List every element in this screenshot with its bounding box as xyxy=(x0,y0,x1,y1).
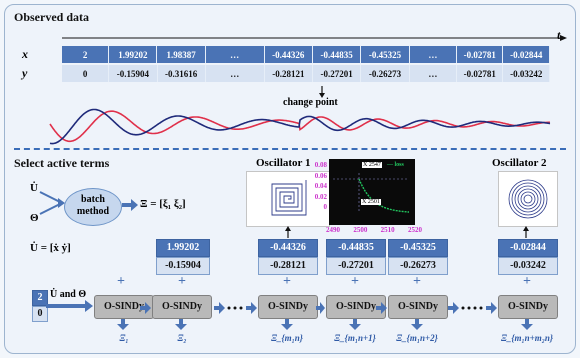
xi-output-label: Ξ_{m₁n+1} xyxy=(334,333,376,343)
data-box-top: -0.44835 xyxy=(326,239,386,257)
input-value-top: 2 xyxy=(32,290,48,306)
data-box-top: -0.44326 xyxy=(258,239,318,257)
block-connectors xyxy=(140,302,497,314)
y-tick: 0.02 xyxy=(314,192,327,201)
x-cell: … xyxy=(409,46,458,63)
theta-input-label: Θ xyxy=(30,212,39,224)
y-cell: -0.31616 xyxy=(157,65,206,82)
input-arrow xyxy=(46,300,93,312)
oscillator2-rings xyxy=(508,179,548,219)
data-box-bottom: -0.28121 xyxy=(258,257,318,275)
batch-method-node: batch method xyxy=(64,188,122,226)
t-axis-label: t xyxy=(557,28,561,42)
time-series-plot xyxy=(49,108,551,145)
output-arrows xyxy=(117,319,533,330)
data-box-bottom: -0.15904 xyxy=(156,257,210,275)
x-series-line xyxy=(49,110,550,143)
y-cell: -0.15904 xyxy=(108,65,158,82)
y-cell: … xyxy=(205,65,265,82)
loss-y-ticks: 0.08 0.06 0.04 0.02 0 xyxy=(309,160,327,213)
x-tick: 2500 xyxy=(353,226,368,234)
marker-2501: X 2501 xyxy=(361,199,381,205)
select-terms-title: Select active terms xyxy=(14,156,110,170)
loss-curve xyxy=(358,178,409,213)
osindy-block: O-SINDy xyxy=(498,295,558,319)
oscillator1-arrow xyxy=(285,226,291,238)
data-box-bottom: -0.03242 xyxy=(498,257,558,275)
data-box-bottom: -0.26273 xyxy=(388,257,448,275)
oscillator1-spiral xyxy=(271,180,307,216)
y-cell: -0.28121 xyxy=(264,65,314,82)
plus-icon: + xyxy=(351,274,359,289)
x-cell: -0.45325 xyxy=(360,46,410,63)
change-point-label: change point xyxy=(283,97,338,108)
oscillator2-phase-portrait xyxy=(498,171,558,227)
x-cell: -0.44326 xyxy=(264,46,313,63)
data-box-top: -0.02844 xyxy=(498,239,558,257)
xi-output-label: Ξ_{m₁n+m₂n} xyxy=(500,333,554,343)
x-data-row: 2 1.99202 1.98387 … -0.44326 -0.44835 -0… xyxy=(62,46,550,63)
x-cell: … xyxy=(205,46,265,63)
loss-inset: — loss X 2547 X 2501 xyxy=(329,159,415,225)
data-box-top: 1.99202 xyxy=(156,239,210,257)
time-arrow xyxy=(62,35,567,41)
y-cell: -0.26273 xyxy=(360,65,410,82)
input-label: U̇ and Θ xyxy=(50,289,87,300)
batch-method-label: batch method xyxy=(76,194,110,217)
input-value-bottom: 0 xyxy=(32,306,48,322)
x-tick: 2520 xyxy=(407,226,422,234)
data-box-bottom: -0.27201 xyxy=(326,257,386,275)
y-cell: … xyxy=(409,65,458,82)
oscillator2-title: Oscillator 2 xyxy=(492,157,547,169)
osindy-block: O-SINDy xyxy=(258,295,318,319)
plus-icon: + xyxy=(283,274,291,289)
y-tick: 0.04 xyxy=(314,182,327,190)
xi-output-label: Ξ₂ xyxy=(177,333,187,343)
batch-input-arrows xyxy=(39,191,65,215)
observed-data-title: Observed data xyxy=(14,10,89,24)
loss-plot xyxy=(333,173,409,213)
y-cell: -0.03242 xyxy=(502,65,550,82)
x-cell: 1.99202 xyxy=(108,46,158,63)
section-divider xyxy=(14,148,566,150)
marker-2547: X 2547 xyxy=(362,162,382,168)
y-tick: 0.06 xyxy=(314,171,327,180)
x-cell: -0.44835 xyxy=(312,46,362,63)
x-tick: 2510 xyxy=(380,226,395,234)
loss-legend-label: loss xyxy=(394,162,404,168)
plus-icon: + xyxy=(523,274,531,289)
batch-output-arrow xyxy=(122,199,138,211)
oscillator2-arrow xyxy=(523,226,529,238)
xi-equation: Ξ = [ξ₁ ξ₂] xyxy=(140,198,186,210)
y-cell: -0.02781 xyxy=(456,65,504,82)
y-tick: 0.08 xyxy=(314,161,327,169)
x-tick: 2490 xyxy=(326,226,340,234)
x-cell: 1.98387 xyxy=(156,46,206,63)
y-series-line xyxy=(49,108,551,145)
x-cell: -0.02844 xyxy=(502,46,550,63)
xi-output-label: Ξ_{m₁n} xyxy=(271,333,303,343)
x-cell: 2 xyxy=(62,46,110,63)
x-cell: -0.02781 xyxy=(456,46,504,63)
xi-output-label: Ξ₁ xyxy=(119,333,129,343)
udot-input-label: U̇ xyxy=(30,182,38,194)
y-cell: 0 xyxy=(62,65,110,82)
loss-legend: — loss xyxy=(387,162,404,168)
data-box-top: -0.45325 xyxy=(388,239,448,257)
x-row-label: x xyxy=(22,47,28,61)
y-data-row: 0 -0.15904 -0.31616 … -0.28121 -0.27201 … xyxy=(62,65,550,82)
change-point-arrow xyxy=(319,86,325,98)
plus-icon: + xyxy=(117,274,125,289)
xi-output-label: Ξ_{m₁n+2} xyxy=(396,333,438,343)
osindy-block: O-SINDy xyxy=(388,295,448,319)
y-tick: 0 xyxy=(323,203,328,211)
plus-icon: + xyxy=(413,274,421,289)
y-row-label: y xyxy=(22,66,28,80)
y-cell: -0.27201 xyxy=(312,65,362,82)
osindy-block: O-SINDy xyxy=(152,295,212,319)
udot-equation: U̇ = [ẋ ẏ] xyxy=(30,242,71,254)
plus-icon: + xyxy=(178,274,186,289)
loss-x-ticks: 2490 2500 2510 2520 xyxy=(326,226,422,234)
oscillator1-title: Oscillator 1 xyxy=(256,157,311,169)
